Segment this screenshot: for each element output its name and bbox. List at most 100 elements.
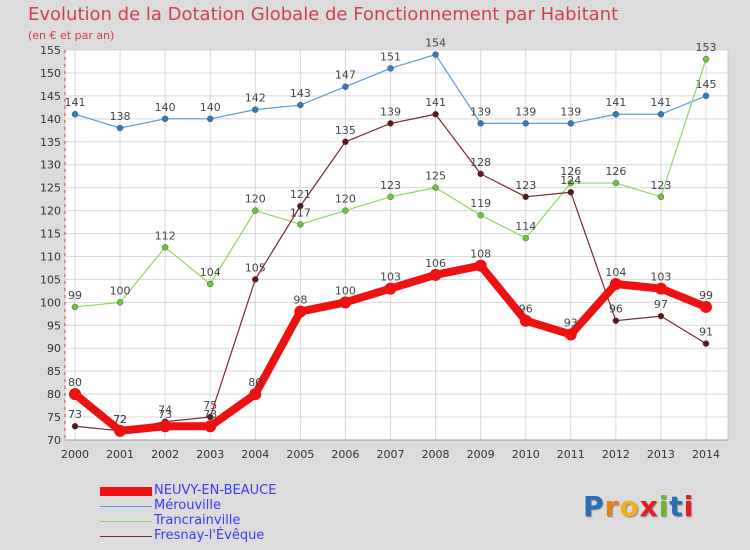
logo-letter: x [639, 490, 659, 523]
data-label-trancrainville: 120 [335, 193, 356, 206]
data-label-m-rouville: 141 [65, 96, 86, 109]
data-label-fresnay-l-v-que: 139 [380, 105, 401, 118]
data-point-trancrainville [206, 280, 214, 288]
data-point-fresnay-l-v-que [657, 312, 665, 320]
data-point-neuvy-en-beauce [339, 296, 352, 309]
data-point-fresnay-l-v-que [206, 413, 214, 421]
data-point-neuvy-en-beauce [654, 282, 667, 295]
data-label-trancrainville: 125 [425, 170, 446, 183]
data-point-neuvy-en-beauce [700, 300, 712, 313]
chart-subtitle: (en € et par an) [28, 29, 115, 42]
data-label-trancrainville: 126 [560, 165, 581, 178]
data-point-neuvy-en-beauce [249, 388, 262, 401]
data-label-m-rouville: 139 [560, 105, 581, 118]
data-point-m-rouville [116, 124, 124, 132]
data-point-m-rouville [161, 115, 169, 123]
legend-swatch-fresnay [100, 536, 152, 537]
data-point-trancrainville [567, 179, 575, 187]
data-label-neuvy-en-beauce: 99 [699, 289, 713, 302]
data-label-neuvy-en-beauce: 72 [113, 413, 127, 426]
data-point-fresnay-l-v-que [612, 317, 620, 324]
x-tick-label: 2012 [602, 448, 630, 461]
data-label-trancrainville: 99 [68, 289, 82, 302]
data-point-trancrainville [387, 193, 394, 201]
y-tick-label: 135 [40, 136, 61, 149]
x-tick-label: 2003 [196, 448, 224, 461]
data-label-m-rouville: 151 [380, 50, 401, 63]
y-tick-label: 100 [40, 296, 61, 309]
data-point-neuvy-en-beauce [519, 314, 532, 327]
data-point-trancrainville [116, 299, 124, 306]
y-tick-label: 105 [40, 273, 61, 286]
x-tick-label: 2011 [557, 448, 585, 461]
data-label-neuvy-en-beauce: 80 [248, 376, 262, 389]
x-tick-label: 2005 [286, 448, 314, 461]
data-point-neuvy-en-beauce [294, 305, 307, 318]
data-label-fresnay-l-v-que: 96 [609, 303, 623, 316]
data-point-m-rouville [477, 120, 484, 127]
legend-label: Mérouville [154, 498, 221, 513]
y-tick-label: 150 [40, 67, 61, 80]
y-tick-label: 110 [40, 250, 61, 263]
logo-letter: t [669, 490, 684, 523]
data-label-m-rouville: 145 [696, 78, 717, 91]
legend-label: Fresnay-l'Évêque [154, 528, 265, 543]
data-label-neuvy-en-beauce: 73 [158, 408, 172, 421]
data-point-fresnay-l-v-que [342, 138, 349, 146]
data-point-trancrainville [432, 184, 439, 191]
data-point-m-rouville [567, 120, 575, 127]
data-point-trancrainville [71, 303, 79, 311]
data-point-fresnay-l-v-que [387, 120, 394, 127]
data-point-fresnay-l-v-que [432, 110, 439, 118]
data-point-m-rouville [252, 106, 259, 113]
y-tick-label: 115 [40, 228, 61, 241]
data-point-m-rouville [387, 65, 394, 72]
proxiti-logo: Proxiti [583, 490, 694, 523]
chart-title: Evolution de la Dotation Globale de Fonc… [28, 4, 619, 25]
y-tick-label: 85 [47, 365, 61, 378]
y-tick-label: 70 [47, 434, 61, 447]
y-tick-label: 90 [47, 342, 61, 355]
logo-letter: i [683, 490, 695, 523]
data-label-m-rouville: 142 [245, 92, 266, 105]
x-tick-label: 2006 [331, 448, 359, 461]
x-tick-label: 2009 [467, 448, 495, 461]
data-point-trancrainville [657, 193, 665, 201]
data-label-fresnay-l-v-que: 105 [245, 261, 266, 274]
data-point-trancrainville [702, 55, 710, 63]
data-label-neuvy-en-beauce: 103 [380, 271, 401, 284]
data-label-trancrainville: 114 [515, 220, 536, 233]
data-label-trancrainville: 104 [200, 266, 221, 279]
data-point-fresnay-l-v-que [567, 188, 575, 196]
data-label-fresnay-l-v-que: 123 [515, 179, 536, 192]
data-label-fresnay-l-v-que: 135 [335, 124, 356, 137]
data-label-m-rouville: 140 [200, 101, 221, 114]
data-point-fresnay-l-v-que [522, 193, 529, 201]
logo-letter: r [604, 490, 620, 523]
data-point-m-rouville [702, 92, 710, 100]
data-label-fresnay-l-v-que: 91 [699, 326, 713, 339]
data-point-m-rouville [657, 110, 665, 118]
data-point-neuvy-en-beauce [114, 424, 127, 437]
x-tick-label: 2008 [422, 448, 450, 461]
data-point-m-rouville [297, 101, 304, 109]
data-point-m-rouville [342, 83, 349, 90]
legend-swatch-neuvy [100, 487, 152, 496]
y-tick-label: 140 [40, 113, 61, 126]
data-label-fresnay-l-v-que: 97 [654, 298, 668, 311]
data-label-m-rouville: 139 [515, 105, 536, 118]
logo-letter: i [658, 490, 670, 523]
data-label-trancrainville: 119 [470, 197, 491, 210]
data-label-trancrainville: 117 [290, 206, 311, 219]
data-label-trancrainville: 100 [110, 284, 131, 297]
data-label-m-rouville: 138 [110, 110, 131, 123]
data-point-m-rouville [206, 115, 214, 123]
data-point-trancrainville [161, 244, 169, 251]
x-tick-label: 2014 [692, 448, 720, 461]
data-point-trancrainville [252, 207, 259, 214]
x-tick-label: 2010 [512, 448, 540, 461]
data-label-fresnay-l-v-que: 124 [560, 174, 581, 187]
y-tick-label: 145 [40, 90, 61, 103]
data-label-m-rouville: 139 [470, 105, 491, 118]
data-label-neuvy-en-beauce: 104 [605, 266, 626, 279]
